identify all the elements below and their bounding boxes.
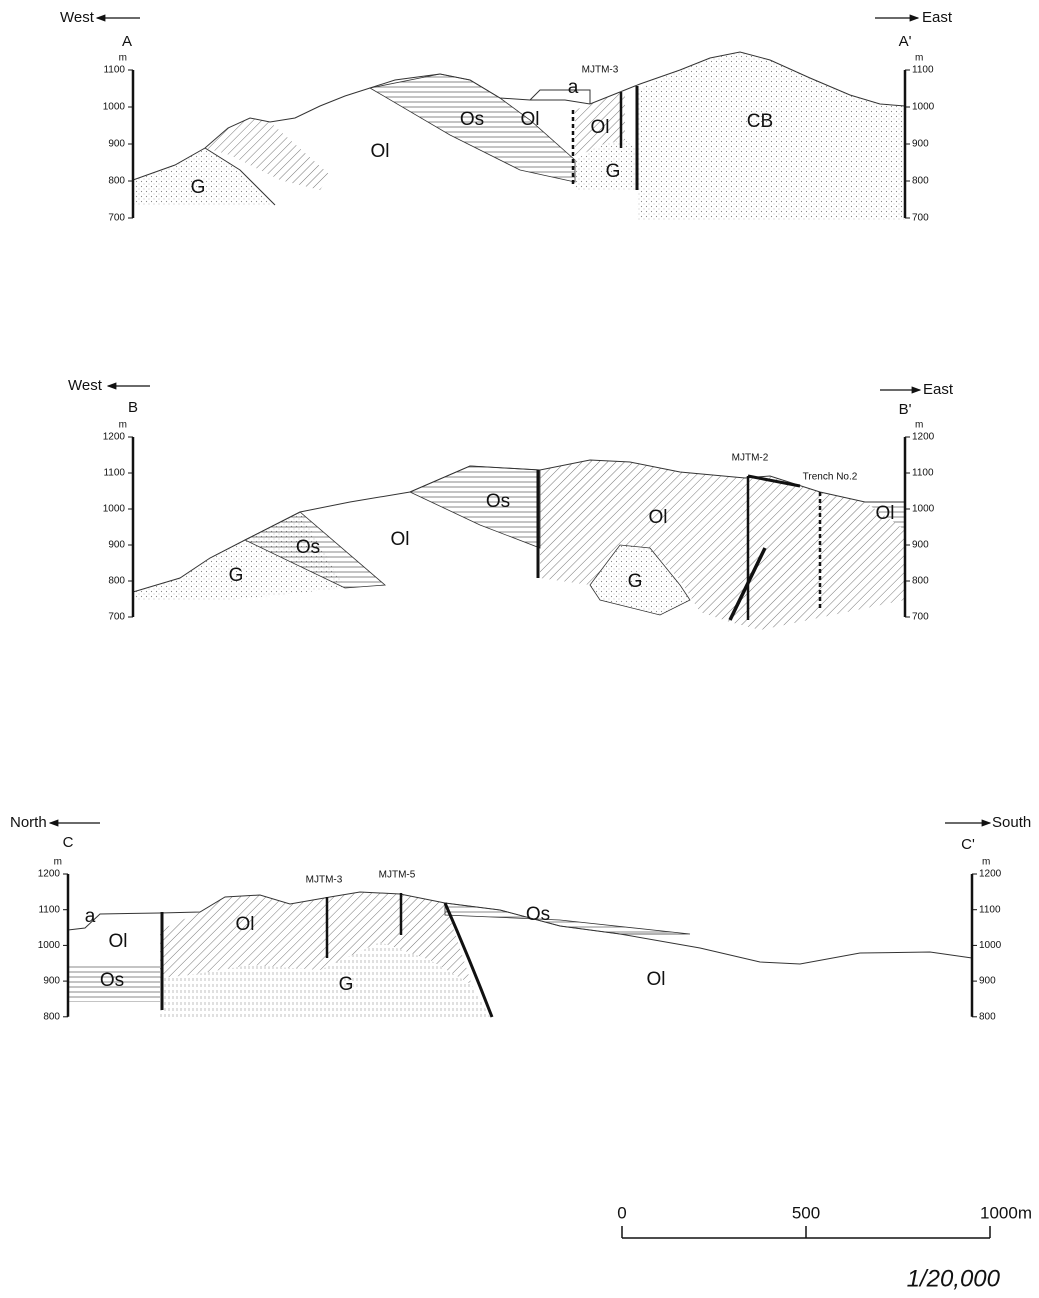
scale-label: 0 (617, 1203, 626, 1222)
well-label: MJTM-5 (379, 870, 416, 881)
unit-symbol: Ol (647, 969, 666, 990)
direction-east: East (922, 9, 953, 26)
tick-label: 800 (108, 576, 125, 587)
unit-symbol: Ol (391, 529, 410, 550)
tick-label: 900 (912, 139, 929, 150)
unit-symbol: Os (100, 970, 124, 991)
unit-symbol: Ol (649, 507, 668, 528)
unit-symbol: Os (460, 109, 484, 130)
direction-west: West (68, 377, 103, 394)
scale-label: 1000m (980, 1203, 1032, 1222)
direction-east: East (923, 381, 954, 398)
unit-symbol: Ol (876, 503, 895, 524)
tick-label: 1000 (103, 102, 126, 113)
unit-symbol: Ol (109, 931, 128, 952)
unit-symbol: a (85, 906, 96, 927)
unit-symbol: Ol (591, 117, 610, 138)
tick-label: 1100 (912, 468, 934, 479)
direction-west: West (60, 9, 95, 26)
tick-label: 900 (979, 976, 996, 987)
direction-west: North (10, 814, 47, 831)
well-label: MJTM-3 (306, 875, 343, 886)
well-label: MJTM-2 (732, 453, 769, 464)
tick-label: 1000 (912, 504, 935, 515)
tick-label: 700 (108, 213, 125, 224)
scale-ratio: 1/20,000 (907, 1265, 1001, 1292)
tick-label: 1000 (103, 504, 126, 515)
section-start: C (63, 834, 74, 851)
unit-symbol: Ol (521, 109, 540, 130)
tick-label: 900 (108, 540, 125, 551)
well-label: Trench No.2 (803, 472, 858, 483)
section-start: B (128, 399, 138, 416)
section-end: A' (899, 33, 912, 50)
unit-label: m (54, 857, 62, 868)
unit-label: m (915, 53, 923, 64)
unit-symbol: Os (296, 537, 320, 558)
unit-label: m (119, 420, 127, 431)
unit-symbol: Ol (371, 141, 390, 162)
tick-label: 1000 (38, 940, 61, 951)
unit-symbol: G (191, 177, 206, 198)
tick-label: 700 (912, 213, 929, 224)
tick-label: 1000 (979, 940, 1002, 951)
tick-label: 700 (108, 612, 125, 623)
tick-label: 800 (912, 576, 929, 587)
tick-label: 900 (108, 139, 125, 150)
direction-east: South (992, 814, 1031, 831)
tick-label: 800 (43, 1011, 60, 1022)
tick-label: 800 (979, 1011, 996, 1022)
section-end: C' (961, 836, 975, 853)
section-start: A (122, 33, 132, 50)
geology-a (133, 52, 905, 220)
tick-label: 1200 (103, 432, 126, 443)
tick-label: 1100 (103, 468, 125, 479)
section-end: B' (899, 401, 912, 418)
unit-symbol: a (568, 77, 579, 98)
unit-symbol: Os (526, 904, 550, 925)
unit-symbol: Os (486, 491, 510, 512)
tick-label: 1100 (103, 65, 125, 76)
tick-label: 900 (43, 976, 60, 987)
tick-label: 1200 (38, 869, 61, 880)
tick-label: 1100 (912, 65, 934, 76)
unit-symbol: G (339, 974, 354, 995)
tick-label: 1100 (38, 904, 60, 915)
tick-label: 800 (912, 176, 929, 187)
unit-symbol: CB (747, 111, 773, 132)
unit-label: m (915, 420, 923, 431)
tick-label: 1000 (912, 102, 935, 113)
scale-label: 500 (792, 1203, 820, 1222)
cross-sections: WestEastAA'm11001000900800700m1100100090… (0, 0, 1039, 1298)
tick-label: 1100 (979, 904, 1001, 915)
tick-label: 1200 (912, 432, 935, 443)
tick-label: 900 (912, 540, 929, 551)
unit-symbol: G (628, 571, 643, 592)
unit-symbol: G (606, 161, 621, 182)
well-label: MJTM-3 (582, 65, 619, 76)
tick-label: 1200 (979, 869, 1002, 880)
geology-c (68, 892, 972, 1017)
geology-b (133, 460, 905, 630)
unit-symbol: Ol (236, 914, 255, 935)
unit-label: m (119, 53, 127, 64)
unit-symbol: G (229, 565, 244, 586)
tick-label: 700 (912, 612, 929, 623)
unit-label: m (982, 857, 990, 868)
tick-label: 800 (108, 176, 125, 187)
